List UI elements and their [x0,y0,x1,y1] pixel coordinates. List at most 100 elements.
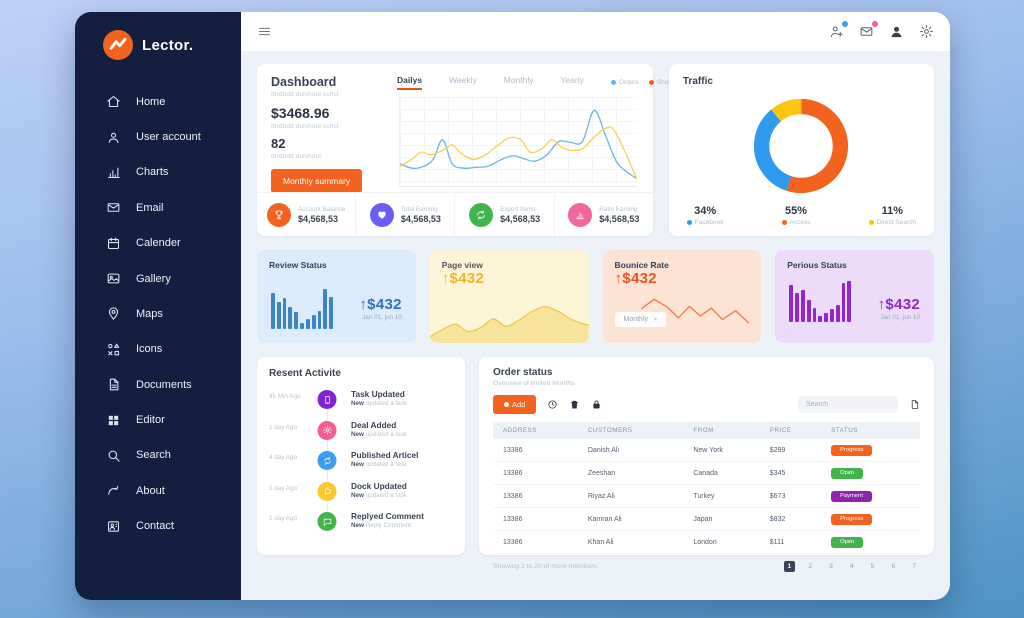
status-badge: Open [831,536,864,548]
activity-timeline-node [311,479,343,511]
sidebar-item[interactable]: Editor [75,402,241,437]
perious-status-title: Perious Status [787,260,847,270]
period-tab[interactable]: Monthly [503,75,534,85]
topbar-action-icon[interactable] [859,21,878,39]
table-row[interactable]: 13386 Kamran Ali Japan $832 Progress [493,507,920,531]
sidebar-item[interactable]: Gallery [75,261,241,296]
logo: Lector. [75,12,241,68]
traffic-donut-chart [683,87,920,205]
period-tab[interactable]: Yearly [560,75,584,85]
menu-icon[interactable] [257,24,272,39]
sidebar-item-label: User account [136,131,201,144]
sidebar-item[interactable]: Home [75,84,241,119]
cell-price: $345 [759,461,822,485]
pagination-page[interactable]: 1 [783,561,796,572]
monthly-summary-button[interactable]: Monthly summary [271,169,363,193]
orders-table: ADDRESS CUSTOMERS FROM PRICE STATUS 13386 Da… [493,422,920,554]
table-row[interactable]: 13386 Danish Ali New York $299 Progress [493,439,920,462]
activity-timeline-node [311,418,343,450]
activity-circle [317,512,337,531]
bounce-period-dropdown[interactable]: Monthly ▾ [614,312,667,327]
cell-from: Japan [683,507,760,531]
content: Dashboard dndbdd duishoul schsl. $3468.9… [241,52,950,600]
topbar-action-icon[interactable] [919,24,934,39]
pagination-page[interactable]: 3 [829,563,833,570]
bounce-rate-title: Bounice Rate [614,260,669,270]
traffic-legend-dot [868,220,874,225]
traffic-pct: 55% [785,205,808,217]
review-bars-chart [271,283,333,329]
activity-timeline-node [311,388,343,419]
page-view-title: Page view [441,260,483,270]
trash-icon[interactable] [569,399,580,410]
stat-circle [469,202,494,227]
activity-item: 4 day Ago Published Articel New updated … [269,449,453,480]
column-header[interactable]: ADDRESS [503,427,537,434]
legend-dot [610,80,616,85]
lock-icon[interactable] [591,399,602,410]
pagination-page[interactable]: 4 [849,563,854,570]
status-badge: Open [831,467,864,479]
stat-value: $4,568,53 [500,213,541,224]
sidebar-item-label: About [136,484,165,497]
clock-icon[interactable] [547,399,558,410]
sidebar-item-label: Gallery [136,272,171,285]
period-tab[interactable]: Weekly [449,75,477,85]
cell-price: $299 [759,439,822,462]
topbar-action-icon[interactable] [889,24,904,39]
activity-icon [322,486,332,496]
pagination-page[interactable]: 7 [912,563,916,570]
table-row[interactable]: 13386 Zeeshan Canada $345 Open [493,461,920,485]
activity-item-sub: New updated a task [351,461,408,468]
sidebar-item[interactable]: About [75,473,241,508]
column-header[interactable]: FROM [693,427,714,434]
sidebar-item[interactable]: Calender [75,226,241,261]
activity-item: 45 Min Ago Task Updated New updated a ta… [269,388,453,419]
logo-icon [103,30,133,60]
table-row[interactable]: 13386 Riyaz Ali Turkey $673 Payment [493,484,920,508]
sidebar-item-label: Editor [136,414,165,427]
pagination-page[interactable]: 2 [808,563,813,570]
export-file-icon[interactable] [909,399,920,410]
add-button[interactable]: Add [493,395,537,414]
orders-subtitle: Overview of limited Months [493,380,575,387]
sidebar-item-label: Icons [136,343,163,356]
column-header[interactable]: CUSTOMERS [587,427,633,434]
stat-item: Total Earning $4,568,53 [355,193,454,236]
status-badge: Progress [831,513,873,525]
search-input[interactable] [798,396,898,413]
pagination-page[interactable]: 5 [870,563,875,570]
sidebar-item[interactable]: User account [75,119,241,154]
sidebar-item[interactable]: Icons [75,332,241,367]
activity-circle [317,420,337,440]
column-header[interactable]: STATUS [831,427,858,434]
traffic-legend-item: 34% Facebook [686,205,723,226]
activity-icon [322,395,332,405]
bounce-rate-value: ↑$432 [614,270,657,287]
sidebar-item[interactable]: Maps [75,296,241,331]
pagination-page[interactable]: 6 [891,563,896,570]
balance-subtitle: dndbdd duishoul schsl. [271,123,341,130]
traffic-card: Traffic 34% Facebook 55% [668,64,934,236]
status-badge: Payment [831,490,872,502]
stat-icon [273,209,285,221]
cell-customer: Zeeshan [577,461,684,485]
table-row[interactable]: 13386 Khan Ali London $111 Open [493,530,920,554]
stat-item: Export Items $4,568,53 [454,193,553,236]
period-tab[interactable]: Dailys [397,75,423,90]
notification-badge [872,21,878,27]
column-header[interactable]: PRICE [769,427,792,434]
dashboard-title: Dashboard [271,75,337,89]
sidebar-item[interactable]: Email [75,190,241,225]
sidebar-item-icon [106,306,121,321]
table-header-row: ADDRESS CUSTOMERS FROM PRICE STATUS [493,422,920,439]
topbar-action-icon[interactable] [829,21,848,39]
stat-circle [266,202,291,227]
sidebar-item[interactable]: Documents [75,367,241,402]
legend-label: Orders [618,79,639,86]
sidebar-item[interactable]: Search [75,438,241,473]
sidebar-item[interactable]: Contact [75,509,241,544]
sidebar-item[interactable]: Charts [75,155,241,190]
bounce-line-chart [641,287,751,331]
traffic-legend-dot [781,220,787,225]
